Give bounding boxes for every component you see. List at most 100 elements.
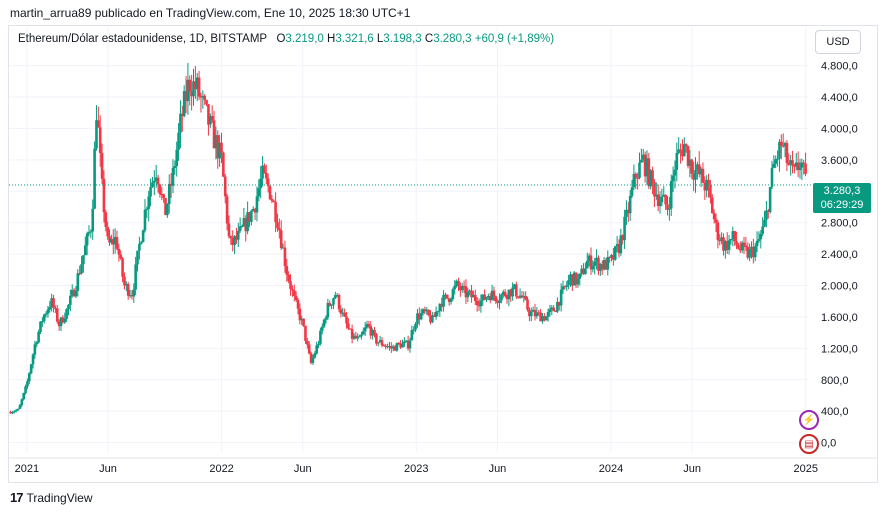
candle-body: [641, 154, 645, 160]
tradingview-brand[interactable]: 17 TradingView: [10, 490, 93, 505]
candle-body: [22, 392, 25, 400]
candle-body: [279, 230, 283, 248]
candle-body: [462, 285, 466, 287]
candle-body: [11, 412, 14, 414]
candle-body: [584, 268, 587, 275]
candle-body: [380, 340, 384, 346]
open-value: 3.219,0: [285, 33, 324, 45]
currency-button[interactable]: USD: [815, 30, 861, 54]
candle-body: [365, 324, 369, 328]
candle-body: [18, 405, 22, 409]
candle-body: [384, 345, 388, 347]
candle-body: [9, 411, 12, 414]
candle-body: [386, 346, 389, 348]
candle-body: [606, 256, 610, 270]
candle-body: [46, 309, 50, 314]
candle-body: [16, 408, 20, 411]
candle-body: [255, 196, 259, 213]
candle-body: [750, 246, 753, 250]
candle-body: [733, 231, 736, 242]
candle-body: [404, 340, 408, 342]
candle-body: [334, 295, 337, 299]
candle-body: [315, 345, 318, 354]
candle-body: [725, 241, 729, 250]
price-chart[interactable]: 0,0 400,0 800,0 1.200,0 1.600,0 2.000,0 2.400,…: [9, 26, 877, 482]
candle-body: [388, 346, 391, 348]
candle-body: [774, 159, 778, 164]
candle-body: [302, 318, 305, 326]
candle-body: [535, 312, 539, 317]
candle-body: [524, 296, 527, 300]
lightning-icon[interactable]: ⚡: [799, 410, 819, 430]
candle-body: [382, 345, 386, 347]
candle-body: [272, 200, 276, 202]
candle-body: [236, 230, 240, 240]
candle-body: [418, 313, 421, 320]
candle-body: [335, 294, 339, 296]
candle-body: [14, 410, 18, 412]
candle-body: [261, 165, 264, 179]
candle-body: [160, 193, 164, 195]
candle-body: [78, 273, 81, 275]
candle-body: [436, 311, 440, 313]
candle-body: [281, 247, 285, 249]
candle-body: [83, 245, 87, 256]
candle-body: [563, 286, 567, 288]
candle-body: [507, 289, 511, 300]
candle-body: [671, 175, 675, 182]
us-flag-icon[interactable]: ▤: [799, 434, 819, 454]
candle-body: [554, 311, 557, 313]
candle-body: [59, 317, 63, 327]
candle-body: [602, 260, 606, 270]
y-tick-label: 4.400,0: [821, 92, 858, 104]
candle-body: [548, 309, 552, 313]
candle-body: [714, 219, 718, 223]
candle-body: [181, 113, 184, 117]
candle-body: [686, 146, 690, 166]
candle-body: [164, 198, 167, 216]
candle-body: [492, 290, 496, 297]
candle-body: [130, 295, 134, 297]
candle-body: [515, 284, 518, 297]
x-tick-label: 2025: [794, 463, 818, 475]
candle-body: [210, 116, 214, 121]
candle-body: [345, 316, 348, 324]
candle-body: [533, 309, 537, 317]
candle-body: [207, 104, 210, 125]
candle-body: [110, 238, 113, 243]
candle-body: [192, 81, 195, 97]
candle-body: [660, 196, 664, 203]
candle-body: [253, 208, 257, 213]
candle-body: [427, 309, 430, 316]
candle-body: [578, 273, 582, 279]
candle-body: [473, 295, 477, 301]
candle-body: [227, 223, 231, 237]
candle-body: [274, 201, 277, 223]
candle-body: [408, 340, 412, 349]
candle-body: [268, 186, 272, 200]
last-price-tag: 3.280,3 06:29:29: [813, 183, 871, 213]
candles-group: [9, 62, 807, 415]
candle-body: [738, 248, 742, 251]
candle-body: [468, 290, 471, 292]
high-value: 3.321,6: [335, 33, 374, 45]
candle-body: [222, 152, 225, 177]
candle-body: [246, 212, 249, 232]
candle-body: [397, 343, 401, 345]
candle-body: [27, 373, 31, 382]
candle-body: [156, 177, 160, 185]
candle-body: [399, 343, 402, 348]
candle-body: [225, 196, 229, 224]
candle-body: [26, 381, 29, 387]
candle-body: [789, 160, 792, 165]
candle-body: [115, 236, 119, 249]
candle-body: [113, 236, 117, 245]
candle-body: [752, 246, 755, 258]
candle-body: [29, 364, 33, 374]
candle-body: [466, 291, 470, 298]
candle-body: [488, 296, 492, 301]
candle-body: [528, 309, 531, 317]
candle-body: [324, 317, 328, 320]
candle-body: [42, 314, 46, 322]
candle-body: [557, 301, 561, 306]
